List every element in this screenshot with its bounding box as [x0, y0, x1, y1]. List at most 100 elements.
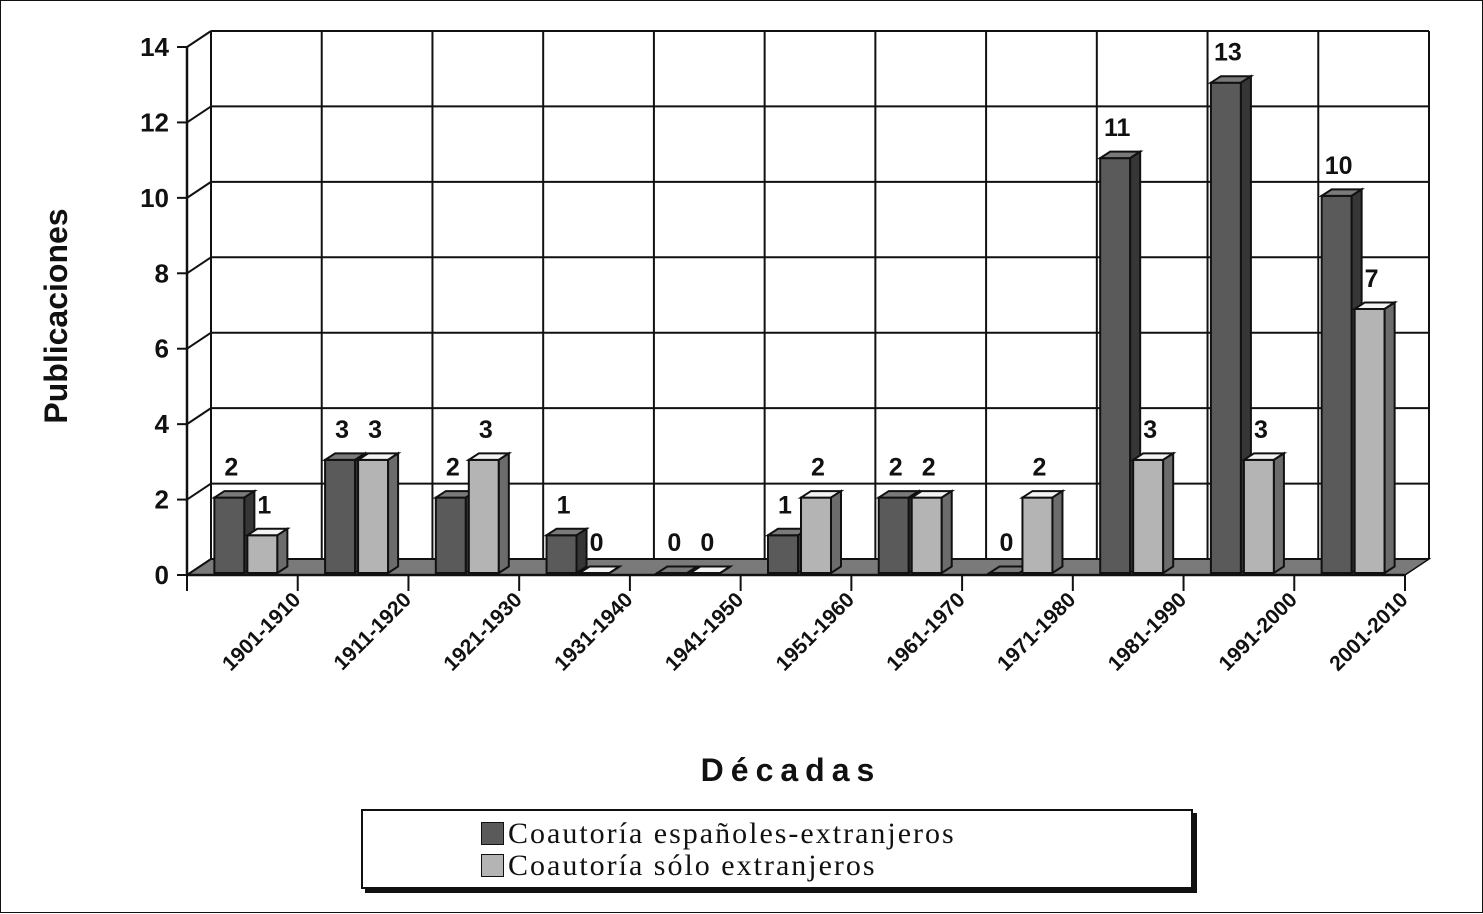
bar-front-face — [1021, 496, 1054, 575]
x-tick-label: 1971-1980 — [993, 588, 1080, 675]
data-label-series-1-1921-1930: 2 — [446, 454, 460, 482]
bar-front-face — [246, 534, 279, 574]
y-tick-label: 14 — [140, 32, 169, 62]
bar-side-face — [1272, 451, 1285, 575]
bar-front-face — [213, 496, 246, 575]
y-axis-title: Publicaciones — [38, 208, 74, 423]
bar-side-face — [830, 489, 842, 575]
bar-series-1-1991-2000 — [1207, 74, 1255, 575]
gridline-side-wall — [186, 30, 212, 48]
x-tick-label: 1901-1910 — [218, 588, 305, 675]
gridline-side-wall — [186, 331, 212, 350]
y-ticks: 0 2 4 6 8 10 12 14 — [140, 32, 187, 590]
x-axis-title: Décadas — [701, 752, 882, 788]
bars — [210, 74, 1399, 575]
axes — [185, 47, 1406, 591]
bar-front-face — [767, 534, 799, 574]
bar-side-face — [1051, 489, 1064, 575]
bar-series-1-2001-2010 — [1318, 187, 1366, 575]
bar-side-face — [686, 565, 698, 574]
bar-side-face — [575, 526, 588, 575]
bar-series-2-1931-1940 — [576, 565, 623, 575]
bar-front-face — [434, 496, 467, 575]
category-labels: 1901-1910 1911-1920 1921-1930 1931-1940 1941… — [218, 588, 1413, 675]
bar-series-2-1961-1970 — [908, 489, 956, 575]
bar-series-2-1951-1960 — [797, 489, 845, 575]
data-label-series-2-1911-1920: 3 — [368, 416, 382, 444]
gridline-side-wall — [186, 407, 212, 425]
bar-side-face — [1162, 451, 1175, 575]
x-tick-label: 1921-1930 — [439, 588, 526, 675]
bar-side-face — [387, 451, 400, 575]
data-label-series-2-1901-1910: 1 — [257, 491, 271, 519]
bar-side-face — [1383, 300, 1396, 575]
x-tick-label: 1941-1950 — [661, 588, 748, 675]
bar-series-2-1921-1930 — [465, 451, 513, 575]
bar-series-1-1941-1950 — [653, 565, 701, 575]
bar-front-face — [1099, 157, 1132, 574]
bar-front-face — [1209, 81, 1242, 574]
data-label-series-2-1951-1960: 2 — [811, 454, 825, 482]
bar-series-2-1971-1980 — [1019, 489, 1066, 575]
legend-swatch-series-1 — [481, 822, 504, 845]
data-label-series-2-1961-1970: 2 — [922, 454, 936, 482]
y-tick-label: 10 — [140, 183, 169, 213]
bar-series-1-1931-1940 — [543, 526, 590, 575]
bar-series-2-1911-1920 — [354, 451, 402, 575]
data-label-series-1-2001-2010: 10 — [1325, 152, 1353, 180]
x-tick-label: 1951-1960 — [772, 588, 859, 675]
y-tick-label: 8 — [155, 258, 169, 288]
data-label-series-1-1971-1980: 0 — [1000, 529, 1014, 557]
bar-front-face — [324, 458, 357, 575]
gridline-side-wall — [186, 105, 212, 124]
bar-front-face — [877, 496, 910, 575]
bar-front-face — [910, 496, 943, 575]
legend: Coautoría españoles-extranjeros Coautorí… — [361, 809, 1193, 889]
x-tick-label: 1961-1970 — [882, 588, 969, 675]
data-label-series-1-1931-1940: 1 — [557, 491, 571, 519]
bar-side-face — [276, 526, 289, 575]
data-label-series-2-2001-2010: 7 — [1365, 265, 1379, 293]
bar-side-face — [497, 451, 510, 575]
gridline-side-wall — [186, 558, 212, 576]
bar-series-2-1941-1950 — [686, 565, 734, 575]
bar-front-face — [357, 458, 390, 575]
bar-front-face — [1132, 458, 1165, 575]
legend-label-series-2: Coautoría sólo extranjeros — [508, 849, 877, 882]
legend-item-series-1: Coautoría españoles-extranjeros — [481, 819, 956, 849]
x-tick-label: 1991-2000 — [1215, 588, 1302, 675]
data-label-series-1-1981-1990: 11 — [1104, 114, 1131, 142]
legend-label-series-1: Coautoría españoles-extranjeros — [508, 817, 956, 850]
bar-side-face — [940, 489, 953, 575]
bar-front-face — [467, 458, 500, 575]
bar-front-face — [1353, 308, 1386, 574]
legend-swatch-series-2 — [481, 854, 504, 877]
legend-item-series-2: Coautoría sólo extranjeros — [481, 851, 877, 881]
x-tick-label: 1911-1920 — [330, 588, 416, 674]
gridline-side-wall — [186, 181, 212, 199]
y-tick-label: 12 — [140, 107, 169, 137]
data-label-series-2-1931-1940: 0 — [590, 529, 604, 557]
data-label-series-2-1991-2000: 3 — [1254, 416, 1268, 444]
bar-series-2-1981-1990 — [1129, 451, 1177, 575]
data-label-series-1-1951-1960: 1 — [778, 491, 792, 519]
bar-front-face — [1320, 194, 1353, 574]
y-tick-label: 6 — [155, 334, 169, 364]
y-tick-label: 4 — [155, 409, 170, 439]
bar-series-2-1901-1910 — [243, 526, 291, 575]
bar-front-face — [1242, 458, 1275, 575]
data-label-series-2-1941-1950: 0 — [700, 529, 714, 557]
bar-series-2-2001-2010 — [1351, 300, 1399, 575]
data-label-series-1-1991-2000: 13 — [1214, 39, 1242, 67]
gridline-side-wall — [186, 256, 212, 275]
bar-series-2-1991-2000 — [1240, 451, 1288, 575]
x-tick-label: 2001-2010 — [1325, 588, 1412, 675]
data-label-series-2-1921-1930: 3 — [479, 416, 493, 444]
y-tick-label: 2 — [155, 485, 169, 515]
data-label-series-1-1911-1920: 3 — [335, 416, 349, 444]
bar-side-face — [719, 565, 731, 574]
bar-front-face — [545, 534, 578, 574]
data-label-series-1-1901-1910: 2 — [224, 454, 238, 482]
data-label-series-1-1961-1970: 2 — [889, 454, 903, 482]
